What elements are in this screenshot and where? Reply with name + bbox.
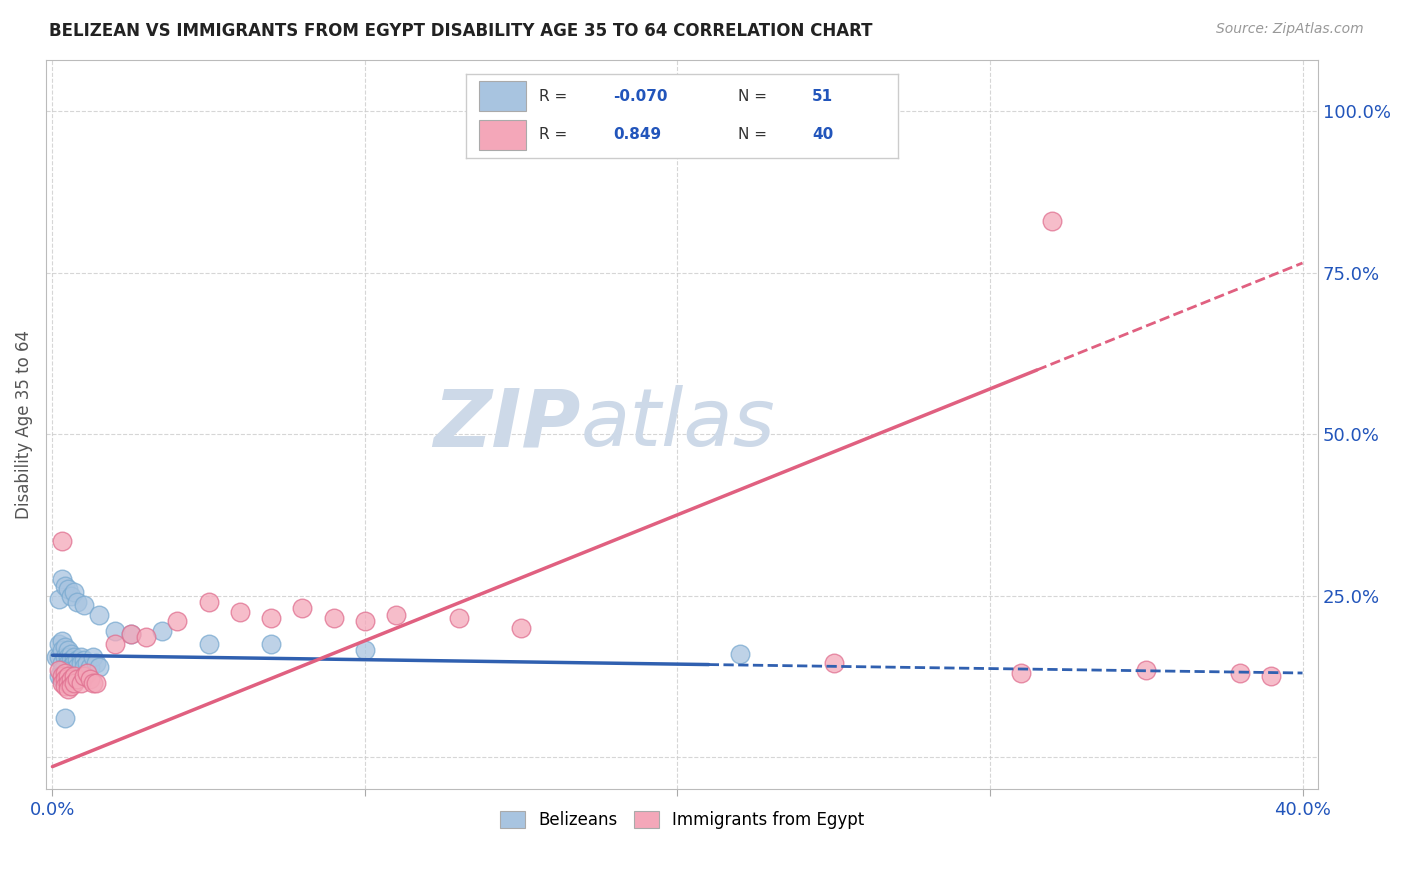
- Point: [63, 669, 86, 683]
- Point: [60, 673, 83, 687]
- Point: [56, 643, 79, 657]
- Point: [76, 657, 98, 671]
- Point: [322, 611, 344, 625]
- Point: [1010, 665, 1032, 680]
- Point: [1260, 669, 1282, 683]
- Point: [73, 598, 96, 612]
- Point: [56, 582, 79, 596]
- Point: [73, 669, 96, 683]
- Text: BELIZEAN VS IMMIGRANTS FROM EGYPT DISABILITY AGE 35 TO 64 CORRELATION CHART: BELIZEAN VS IMMIGRANTS FROM EGYPT DISABI…: [49, 22, 873, 40]
- Point: [291, 601, 314, 615]
- Point: [53, 673, 76, 687]
- Point: [51, 673, 73, 687]
- Point: [79, 659, 101, 673]
- Point: [73, 659, 96, 673]
- Point: [69, 649, 91, 664]
- Point: [53, 659, 76, 673]
- Point: [48, 591, 70, 606]
- Point: [120, 627, 142, 641]
- Point: [79, 673, 101, 687]
- Point: [63, 649, 86, 664]
- Point: [60, 589, 83, 603]
- Y-axis label: Disability Age 35 to 64: Disability Age 35 to 64: [15, 330, 32, 519]
- Point: [48, 649, 70, 664]
- Point: [48, 637, 70, 651]
- Point: [385, 607, 408, 622]
- Point: [66, 653, 89, 667]
- Point: [51, 675, 73, 690]
- Point: [82, 649, 104, 664]
- Point: [104, 624, 127, 638]
- Point: [56, 649, 79, 664]
- Legend: Belizeans, Immigrants from Egypt: Belizeans, Immigrants from Egypt: [494, 804, 872, 836]
- Point: [76, 665, 98, 680]
- Point: [53, 679, 76, 693]
- Point: [1229, 665, 1251, 680]
- Point: [197, 637, 219, 651]
- Text: ZIP: ZIP: [433, 385, 581, 464]
- Point: [197, 595, 219, 609]
- Point: [45, 649, 67, 664]
- Point: [60, 653, 83, 667]
- Point: [73, 653, 96, 667]
- Point: [69, 657, 91, 671]
- Point: [53, 665, 76, 680]
- Point: [66, 659, 89, 673]
- Point: [63, 657, 86, 671]
- Point: [60, 659, 83, 673]
- Point: [1042, 214, 1064, 228]
- Point: [48, 663, 70, 677]
- Point: [69, 675, 91, 690]
- Point: [510, 621, 533, 635]
- Point: [60, 679, 83, 693]
- Point: [63, 663, 86, 677]
- Point: [60, 665, 83, 680]
- Point: [84, 657, 107, 671]
- Point: [823, 657, 845, 671]
- Point: [447, 611, 470, 625]
- Point: [89, 607, 111, 622]
- Point: [53, 579, 76, 593]
- Point: [48, 669, 70, 683]
- Point: [51, 533, 73, 548]
- Point: [63, 585, 86, 599]
- Point: [120, 627, 142, 641]
- Point: [354, 643, 377, 657]
- Point: [84, 675, 107, 690]
- Point: [260, 637, 283, 651]
- Point: [51, 663, 73, 677]
- Point: [150, 624, 173, 638]
- Point: [53, 640, 76, 655]
- Point: [66, 595, 89, 609]
- Point: [354, 615, 377, 629]
- Point: [51, 657, 73, 671]
- Point: [1135, 663, 1157, 677]
- Point: [135, 631, 157, 645]
- Point: [104, 637, 127, 651]
- Point: [229, 605, 252, 619]
- Point: [89, 659, 111, 673]
- Point: [56, 657, 79, 671]
- Point: [56, 675, 79, 690]
- Point: [63, 675, 86, 690]
- Point: [51, 643, 73, 657]
- Point: [56, 663, 79, 677]
- Text: Source: ZipAtlas.com: Source: ZipAtlas.com: [1216, 22, 1364, 37]
- Point: [66, 673, 89, 687]
- Point: [51, 669, 73, 683]
- Point: [166, 615, 188, 629]
- Point: [260, 611, 283, 625]
- Point: [53, 649, 76, 664]
- Point: [82, 675, 104, 690]
- Point: [51, 633, 73, 648]
- Point: [56, 669, 79, 683]
- Point: [51, 573, 73, 587]
- Point: [53, 711, 76, 725]
- Point: [728, 647, 751, 661]
- Text: atlas: atlas: [581, 385, 775, 464]
- Point: [56, 682, 79, 697]
- Point: [60, 647, 83, 661]
